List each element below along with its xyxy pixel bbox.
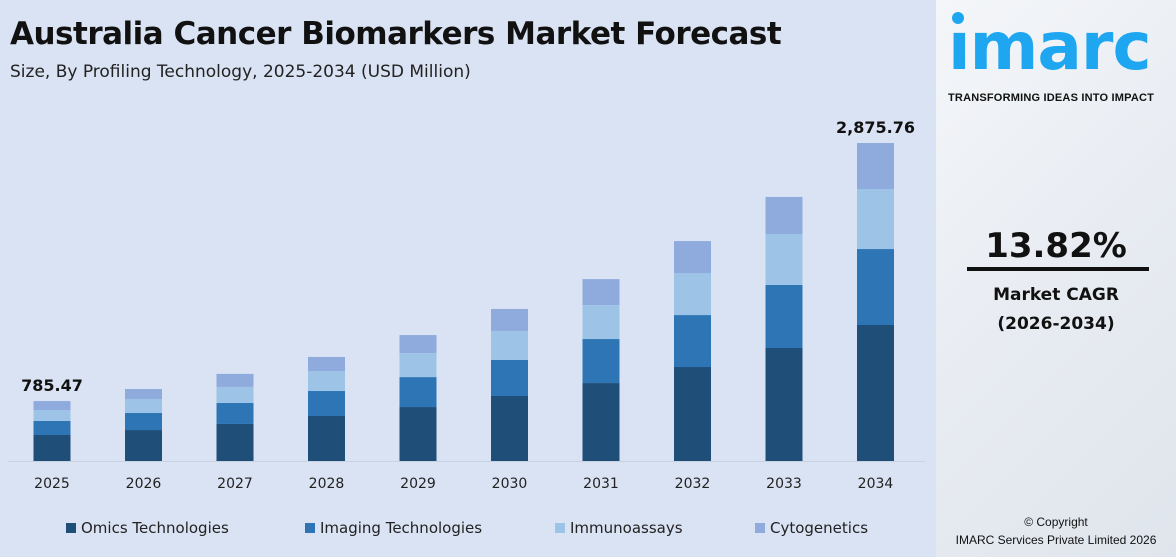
- x-tick-label: 2027: [217, 476, 253, 492]
- legend-label: Omics Technologies: [81, 519, 229, 537]
- cagr-divider: [967, 267, 1149, 271]
- chart-panel: Australia Cancer Biomarkers Market Forec…: [0, 16, 936, 539]
- bar-segment-2031-3: [582, 279, 620, 306]
- bar-segment-2033-1: [765, 284, 803, 348]
- bar-segment-2025-0: [33, 435, 71, 461]
- bar-segment-2025-1: [33, 420, 71, 436]
- bar-segment-2026-2: [125, 398, 162, 414]
- legend-label: Immunoassays: [570, 519, 683, 537]
- chart-title: Australia Cancer Biomarkers Market Forec…: [10, 16, 782, 52]
- bar-segment-2028-1: [308, 391, 345, 416]
- bar-segment-2032-1: [674, 315, 711, 368]
- bar-segment-2034-3: [857, 143, 894, 189]
- bar-segment-2025-3: [33, 401, 71, 411]
- bar-segment-2031-2: [582, 305, 620, 340]
- legend-swatch: [555, 523, 565, 533]
- logo-tagline: TRANSFORMING IDEAS INTO IMPACT: [948, 92, 1155, 104]
- bar-segment-2034-0: [857, 324, 894, 461]
- x-tick-label: 2029: [400, 476, 436, 492]
- x-tick-label: 2025: [34, 476, 70, 492]
- cagr-value: 13.82%: [985, 226, 1127, 266]
- legend-label: Imaging Technologies: [320, 519, 483, 537]
- bar-segment-2027-2: [216, 386, 254, 403]
- legend-item: Omics Technologies: [66, 519, 229, 537]
- company-name: IMARC Services Private Limited 2026: [955, 533, 1157, 547]
- bar-segment-2026-1: [125, 413, 162, 431]
- bar-segment-2030-2: [491, 330, 528, 360]
- stacked-bar-chart: 2025 785.47 2026 2027 2028 2029 2030 2031 2032 20…: [8, 118, 925, 492]
- bar-segment-2028-2: [308, 370, 345, 392]
- bar-segment-2030-0: [491, 395, 528, 461]
- bar-segment-2031-0: [582, 383, 620, 461]
- bar-segment-2029-0: [399, 407, 437, 461]
- imarc-logo: ımarc: [948, 8, 1152, 85]
- bar-segment-2028-3: [308, 356, 345, 371]
- bar-segment-2030-3: [491, 308, 528, 331]
- legend-label: Cytogenetics: [770, 519, 869, 537]
- bar-segment-2031-1: [582, 339, 620, 384]
- bar-segment-2026-3: [125, 389, 162, 399]
- x-tick-label: 2033: [766, 476, 802, 492]
- bar-segment-2028-0: [308, 415, 345, 461]
- copyright: © Copyright: [1024, 515, 1088, 529]
- legend-swatch: [755, 523, 765, 533]
- legend-swatch: [66, 523, 76, 533]
- x-tick-label: 2032: [675, 476, 711, 492]
- cagr-label: Market CAGR: [993, 285, 1119, 305]
- x-tick-label: 2030: [492, 476, 528, 492]
- legend: Omics Technologies Imaging Technologies Im…: [0, 519, 936, 539]
- cagr-period: (2026-2034): [997, 314, 1115, 334]
- x-tick-label: 2028: [309, 476, 345, 492]
- side-panel: ımarc TRANSFORMING IDEAS INTO IMPACT 13.…: [936, 0, 1176, 557]
- logo-dot: [952, 12, 964, 24]
- chart-subtitle: Size, By Profiling Technology, 2025-2034…: [10, 62, 471, 82]
- bar-segment-2027-3: [216, 373, 254, 387]
- bar-segment-2034-2: [857, 188, 894, 250]
- bar-segment-2027-0: [216, 423, 254, 461]
- bar-segment-2034-1: [857, 249, 894, 325]
- bar-segment-2032-3: [674, 241, 711, 274]
- bar-segment-2032-0: [674, 367, 711, 461]
- legend-item: Imaging Technologies: [305, 519, 482, 537]
- bar-segment-2029-3: [399, 335, 437, 354]
- legend-item: Cytogenetics: [755, 519, 868, 537]
- bar-segment-2029-2: [399, 353, 437, 378]
- legend-swatch: [305, 523, 315, 533]
- x-tick-label: 2034: [858, 476, 894, 492]
- bar-segment-2033-0: [765, 347, 803, 461]
- bar-segment-2027-1: [216, 402, 254, 424]
- bar-segment-2030-1: [491, 359, 528, 396]
- bar-segment-2033-2: [765, 233, 803, 285]
- bar-segment-2025-2: [33, 410, 71, 421]
- legend-item: Immunoassays: [555, 519, 683, 537]
- data-label-total: 2,875.76: [836, 118, 915, 137]
- x-tick-label: 2031: [583, 476, 619, 492]
- data-label-total: 785.47: [21, 376, 83, 395]
- bar-segment-2032-2: [674, 273, 711, 316]
- bar-segment-2026-0: [125, 430, 162, 461]
- bar-segment-2029-1: [399, 377, 437, 408]
- x-tick-label: 2026: [126, 476, 162, 492]
- bar-segment-2033-3: [765, 196, 803, 234]
